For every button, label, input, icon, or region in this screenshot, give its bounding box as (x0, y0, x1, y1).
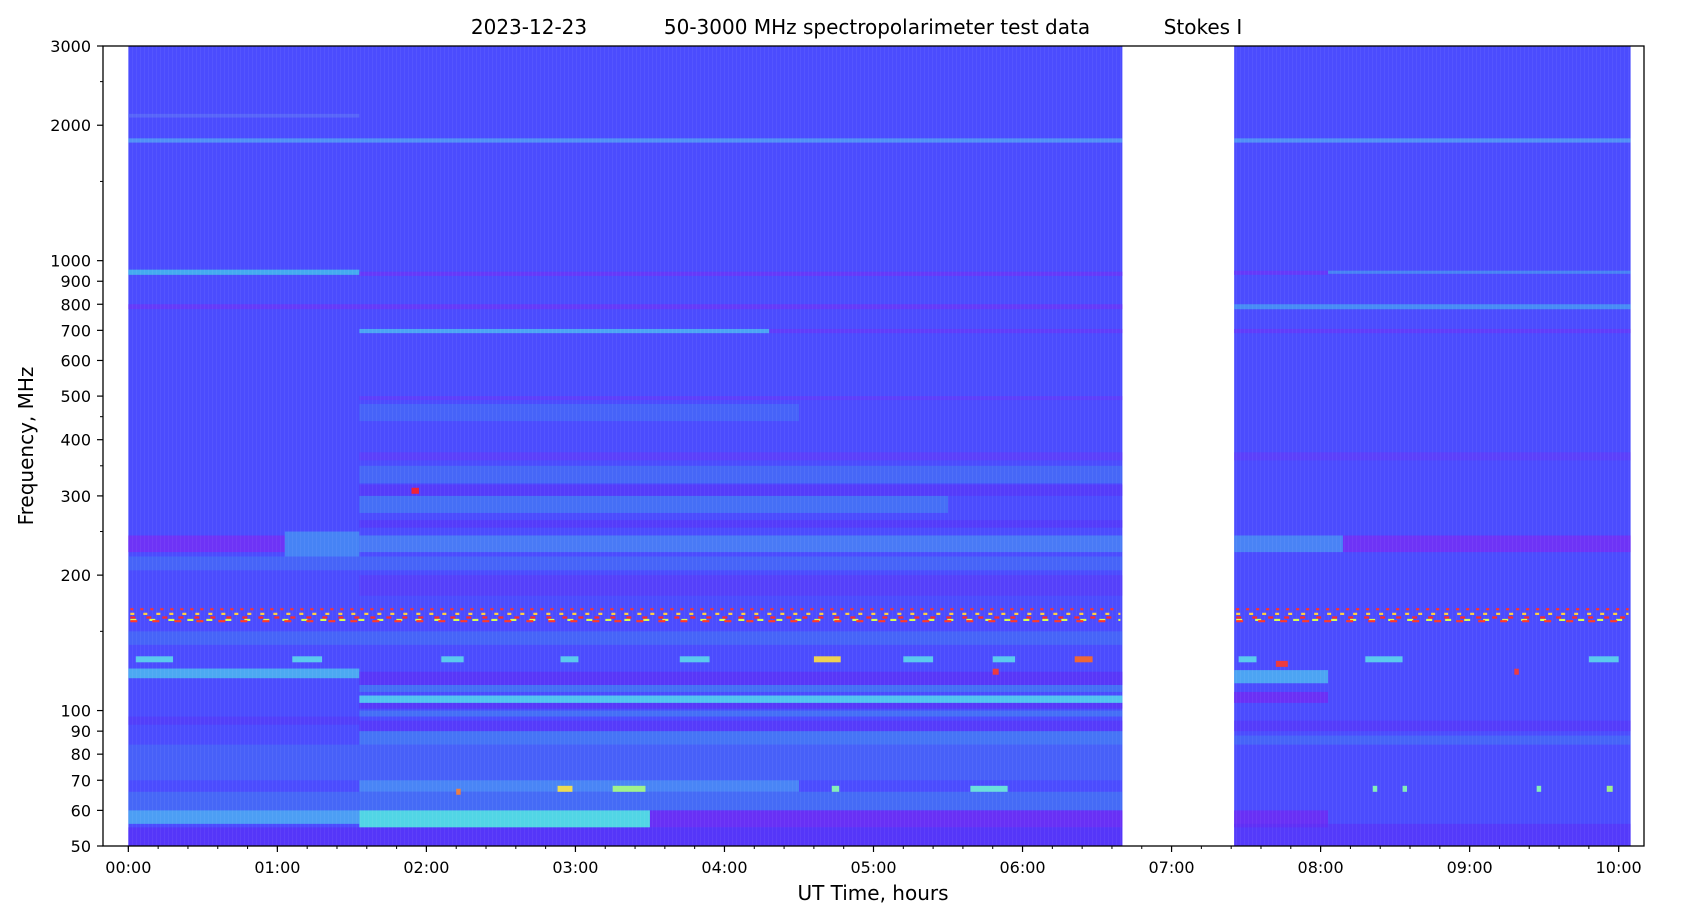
burst-spot (1588, 656, 1619, 663)
y-tick-label: 50 (71, 837, 91, 856)
burst-spot (557, 785, 573, 792)
burst-spot (1365, 656, 1403, 663)
burst-spot (456, 788, 461, 795)
burst-spot (1238, 656, 1257, 663)
plot-area (102, 45, 1645, 847)
x-axis-label: UT Time, hours (797, 881, 948, 905)
y-tick-label: 90 (71, 722, 91, 741)
burst-spot (560, 656, 579, 663)
x-tick-label: 05:00 (850, 858, 896, 877)
burst-spot (970, 785, 1008, 792)
y-tick-label: 900 (60, 272, 91, 291)
title-stokes: Stokes I (1164, 15, 1243, 39)
burst-spot (831, 785, 840, 792)
x-tick-label: 09:00 (1447, 858, 1493, 877)
x-tick-label: 01:00 (254, 858, 300, 877)
burst-spot (679, 656, 710, 663)
x-tick-label: 03:00 (552, 858, 598, 877)
burst-spot (1372, 785, 1378, 792)
chart-title: 2023-12-23 50-3000 MHz spectropolarimete… (471, 15, 1242, 39)
title-description: 50-3000 MHz spectropolarimeter test data (664, 15, 1090, 39)
y-tick-label: 70 (71, 771, 91, 790)
burst-spot (992, 668, 999, 675)
x-axis: 00:00 01:00 02:00 03:00 04:00 05:00 06:00 07:00… (105, 846, 1642, 877)
title-date: 2023-12-23 (471, 15, 587, 39)
y-axis-label: Frequency, MHz (14, 367, 38, 526)
texture-overlay (1234, 46, 1631, 846)
texture-overlay (128, 46, 1123, 846)
burst-spot (411, 487, 419, 494)
burst-spot (1402, 785, 1408, 792)
y-tick-label: 200 (60, 566, 91, 585)
y-tick-label: 100 (60, 702, 91, 721)
burst-spot (992, 656, 1016, 663)
x-tick-label: 02:00 (403, 858, 449, 877)
x-tick-label: 04:00 (701, 858, 747, 877)
burst-spot (612, 785, 646, 792)
burst-spot (1074, 656, 1093, 663)
x-tick-label: 06:00 (999, 858, 1045, 877)
burst-spot (292, 656, 323, 663)
y-tick-label: 2000 (50, 116, 91, 135)
x-tick-label: 08:00 (1298, 858, 1344, 877)
y-tick-label: 3000 (50, 37, 91, 56)
y-tick-label: 1000 (50, 252, 91, 271)
y-tick-label: 400 (60, 431, 91, 450)
y-tick-label: 80 (71, 745, 91, 764)
x-tick-label: 07:00 (1149, 858, 1195, 877)
burst-spot (813, 656, 841, 663)
y-tick-label: 60 (71, 801, 91, 820)
y-tick-label: 300 (60, 487, 91, 506)
burst-spot (1606, 785, 1613, 792)
burst-spot (441, 656, 464, 663)
x-tick-label: 10:00 (1596, 858, 1642, 877)
burst-spot (903, 656, 934, 663)
burst-spot (135, 656, 174, 663)
y-tick-label: 700 (60, 321, 91, 340)
burst-spot (1536, 785, 1542, 792)
y-tick-label: 500 (60, 387, 91, 406)
burst-spot (1275, 660, 1288, 667)
x-tick-label: 00:00 (105, 858, 151, 877)
y-tick-label: 600 (60, 351, 91, 370)
burst-spot (1514, 668, 1519, 675)
y-tick-label: 800 (60, 295, 91, 314)
